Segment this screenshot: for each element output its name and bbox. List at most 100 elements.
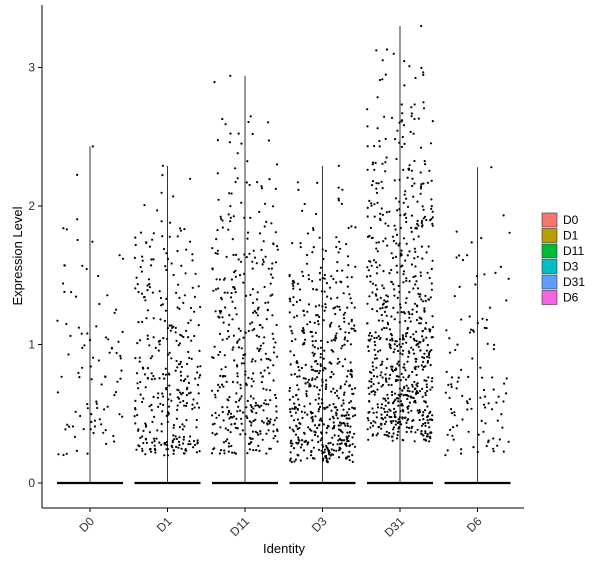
data-point — [385, 430, 388, 433]
data-point — [76, 218, 79, 221]
data-point — [372, 411, 375, 414]
data-point — [272, 351, 276, 354]
data-point — [268, 178, 271, 181]
series-D1 — [133, 164, 202, 485]
data-point — [141, 400, 144, 404]
data-point — [152, 258, 155, 261]
data-point — [417, 342, 420, 345]
data-point — [468, 398, 471, 401]
data-point — [354, 226, 357, 229]
data-point — [306, 310, 309, 313]
data-point — [290, 414, 293, 417]
data-point — [237, 132, 240, 135]
data-point — [414, 360, 417, 363]
data-point — [338, 325, 341, 328]
data-point — [397, 430, 400, 433]
data-point — [431, 377, 434, 380]
data-point — [350, 388, 354, 391]
data-point — [394, 228, 397, 231]
data-point — [136, 283, 139, 286]
data-point — [419, 271, 422, 274]
data-point — [273, 346, 276, 349]
data-point — [425, 379, 428, 382]
data-point — [401, 135, 404, 139]
data-point — [241, 429, 244, 432]
data-point — [149, 447, 152, 451]
data-point — [397, 284, 400, 287]
data-point — [221, 226, 224, 229]
data-point — [180, 365, 183, 368]
data-point — [301, 329, 304, 332]
data-point — [245, 256, 248, 259]
data-point — [146, 309, 149, 312]
data-point — [196, 371, 199, 374]
data-point — [246, 237, 249, 240]
data-point — [246, 399, 249, 403]
data-point — [239, 409, 242, 412]
data-point — [78, 376, 81, 379]
data-point — [342, 393, 346, 396]
data-point — [227, 323, 231, 326]
data-point — [337, 439, 340, 442]
data-point — [134, 357, 137, 360]
data-point — [406, 397, 409, 401]
data-point — [379, 212, 382, 215]
data-point — [367, 419, 370, 422]
data-point — [428, 356, 431, 359]
data-point — [216, 139, 219, 142]
data-point — [405, 430, 408, 434]
data-point — [392, 239, 395, 242]
data-point — [392, 256, 395, 260]
data-point — [148, 344, 151, 347]
data-point — [318, 304, 321, 307]
data-point — [262, 409, 265, 412]
data-point — [371, 291, 374, 294]
data-point — [152, 374, 155, 378]
data-point — [448, 396, 451, 399]
data-point — [304, 377, 307, 380]
data-point — [408, 291, 411, 294]
data-point — [423, 379, 426, 382]
data-point — [158, 290, 161, 293]
data-point — [412, 238, 415, 241]
data-point — [346, 276, 349, 279]
data-point — [402, 410, 405, 413]
data-point — [116, 380, 119, 383]
data-point — [263, 336, 266, 339]
data-point — [229, 220, 232, 223]
data-point — [212, 289, 215, 292]
data-point — [339, 447, 342, 450]
data-point — [185, 419, 188, 422]
data-point — [403, 385, 406, 389]
data-point — [153, 447, 156, 450]
data-point — [345, 438, 348, 441]
data-point — [402, 439, 405, 442]
data-point — [231, 348, 234, 351]
data-point — [460, 448, 463, 451]
data-point — [370, 202, 373, 205]
data-point — [402, 273, 405, 276]
data-point — [398, 178, 401, 181]
data-point — [274, 393, 277, 397]
data-point — [153, 415, 156, 418]
data-point — [71, 425, 75, 428]
data-point — [405, 335, 408, 338]
data-point — [410, 106, 413, 109]
data-point — [189, 442, 192, 446]
data-point — [105, 442, 108, 445]
data-point — [384, 306, 387, 309]
data-point — [313, 321, 316, 324]
data-point — [322, 423, 325, 426]
data-point — [470, 407, 473, 410]
data-point — [251, 267, 254, 270]
data-point — [150, 372, 153, 375]
data-point — [172, 434, 175, 437]
data-point — [166, 454, 170, 457]
data-point — [239, 387, 242, 390]
data-point — [289, 363, 292, 366]
data-point — [405, 242, 408, 245]
legend-swatch-D31 — [541, 274, 558, 290]
data-point — [344, 336, 347, 339]
data-point — [375, 411, 378, 414]
data-point — [254, 401, 257, 404]
